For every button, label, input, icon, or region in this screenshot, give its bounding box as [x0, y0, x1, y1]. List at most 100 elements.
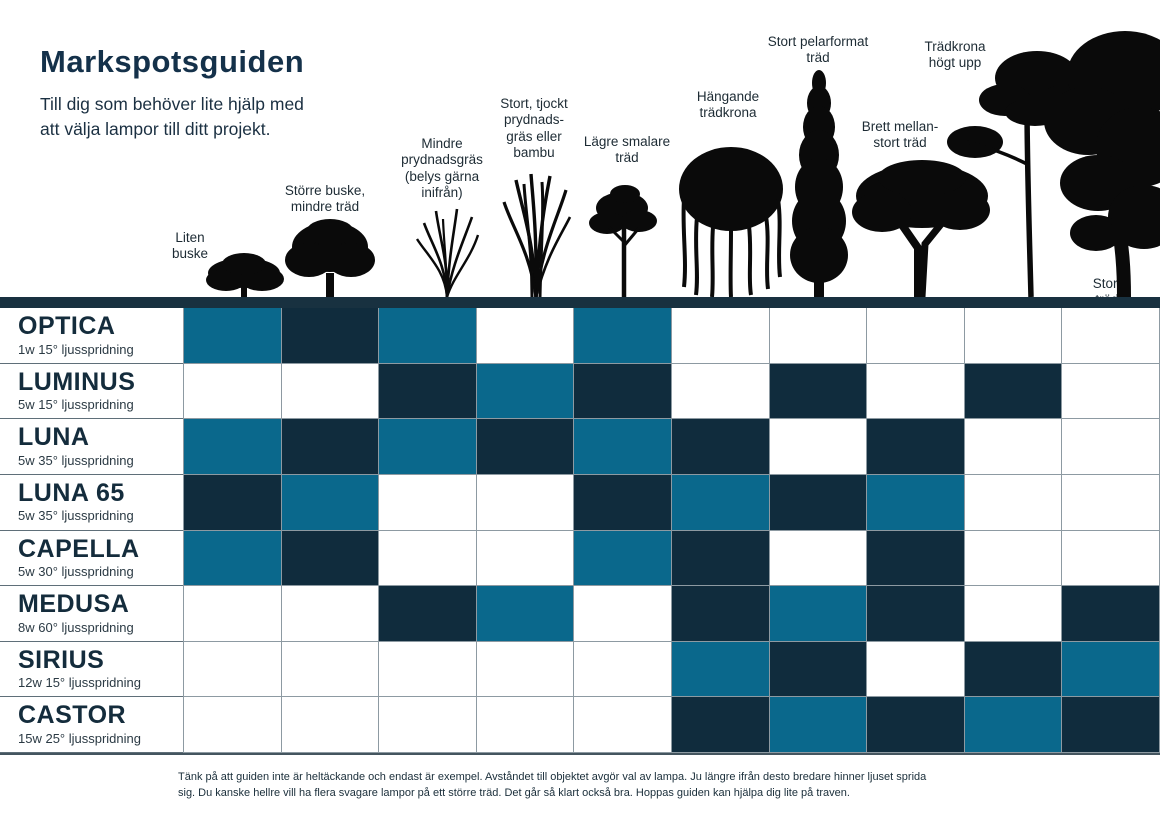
matrix-cell: [867, 308, 965, 364]
matrix-cell: [671, 641, 770, 698]
weeping-tree-icon: [672, 137, 790, 297]
matrix-cell: [183, 697, 282, 753]
matrix-grid: OPTICA 1w 15° ljusspridning LUMINUS 5w 15° …: [0, 308, 1160, 755]
footer-note: Tänk på att guiden inte är heltäckande o…: [178, 771, 927, 799]
matrix-cell: [476, 697, 575, 753]
lamp-name: LUNA 65: [18, 478, 125, 507]
matrix-cell: [574, 641, 672, 698]
matrix-cell: [574, 586, 672, 642]
column-label-lagre-smalare-trad: Lägre smalare träd: [583, 134, 671, 166]
matrix-cell: [867, 641, 965, 698]
matrix-cell: [1062, 474, 1160, 531]
matrix-cell: [183, 308, 282, 364]
column-label-tradkrona-hogt-upp: Trädkrona högt upp: [924, 39, 986, 71]
matrix-cell: [281, 586, 380, 642]
column-label-hangande-tradkrona: Hängande trädkrona: [696, 89, 760, 121]
matrix-cell: [379, 363, 477, 420]
matrix-cell: [769, 419, 868, 475]
lamp-spec: 5w 15° ljusspridning: [18, 397, 134, 413]
matrix-cell: [281, 419, 380, 475]
matrix-cell: [1062, 308, 1160, 364]
matrix-cell: [769, 308, 868, 364]
broad-medium-tree-icon: [852, 152, 992, 297]
matrix-cell: [379, 474, 477, 531]
lamp-spec: 15w 25° ljusspridning: [18, 730, 141, 746]
matrix-cell: [964, 419, 1063, 475]
matrix-cell: [964, 474, 1063, 531]
matrix-cell: [867, 586, 965, 642]
matrix-cell: [183, 363, 282, 420]
lamp-name: MEDUSA: [18, 590, 130, 619]
matrix-cell: [476, 363, 575, 420]
small-bush-icon: [202, 247, 287, 297]
column-label-liten-buske: Liten buske: [171, 230, 209, 262]
lamp-name: LUNA: [18, 423, 90, 452]
column-label-stort-pelarformat: Stort pelarformat träd: [767, 34, 869, 66]
matrix-cell: [867, 530, 965, 587]
matrix-cell: [1062, 641, 1160, 698]
matrix-cell: [769, 586, 868, 642]
matrix-cell: [379, 697, 477, 753]
table-row: CASTOR 15w 25° ljusspridning: [0, 697, 1160, 753]
matrix-cell: [281, 641, 380, 698]
matrix-cell: [964, 308, 1063, 364]
row-label-optica: OPTICA 1w 15° ljusspridning: [0, 308, 183, 364]
large-bush-small-tree-icon: [283, 217, 378, 297]
table-row: CAPELLA 5w 30° ljusspridning: [0, 530, 1160, 587]
matrix-cell: [183, 586, 282, 642]
lamp-spec: 8w 60° ljusspridning: [18, 619, 134, 635]
matrix-cell: [867, 474, 965, 531]
table-row: LUNA 5w 35° ljusspridning: [0, 419, 1160, 475]
matrix-cell: [281, 308, 380, 364]
matrix-cell: [183, 419, 282, 475]
matrix-cell: [964, 530, 1063, 587]
matrix-cell: [1062, 419, 1160, 475]
page-subtitle: Till dig som behöver lite hjälp med att …: [40, 94, 304, 140]
matrix-cell: [671, 474, 770, 531]
column-label-mindre-prydnadsgras: Mindre prydnadsgräs (belys gärna inifrån…: [401, 136, 483, 201]
lamp-spec: 5w 35° ljusspridning: [18, 508, 134, 524]
row-label-medusa: MEDUSA 8w 60° ljusspridning: [0, 586, 183, 642]
matrix-cell: [671, 363, 770, 420]
column-label-brett-mellanstort: Brett mellan- stort träd: [861, 119, 939, 151]
matrix-cell: [671, 697, 770, 753]
matrix-cell: [183, 530, 282, 587]
lamp-spec: 5w 35° ljusspridning: [18, 452, 134, 468]
matrix-cell: [671, 530, 770, 587]
matrix-cell: [379, 641, 477, 698]
matrix-cell: [964, 586, 1063, 642]
matrix-cell: [671, 308, 770, 364]
matrix-cell: [867, 697, 965, 753]
matrix-cell: [281, 530, 380, 587]
matrix-cell: [281, 474, 380, 531]
table-row: LUMINUS 5w 15° ljusspridning: [0, 363, 1160, 420]
lamp-name: SIRIUS: [18, 645, 105, 674]
column-label-storre-buske: Större buske, mindre träd: [284, 183, 366, 215]
page-title: Markspotsguiden: [40, 44, 305, 79]
header-divider-bar: [0, 297, 1160, 308]
matrix-cell: [769, 363, 868, 420]
matrix-cell: [476, 308, 575, 364]
table-row: OPTICA 1w 15° ljusspridning: [0, 308, 1160, 364]
matrix-cell: [379, 308, 477, 364]
lamp-spec: 5w 30° ljusspridning: [18, 564, 134, 579]
small-ornamental-grass-icon: [412, 205, 482, 297]
matrix-cell: [183, 474, 282, 531]
matrix-cell: [1062, 530, 1160, 587]
matrix-cell: [1062, 697, 1160, 753]
matrix-cell: [1062, 363, 1160, 420]
column-label-stort-prydnadsgras: Stort, tjockt prydnads- gräs eller bambu: [500, 96, 568, 161]
matrix-cell: [574, 308, 672, 364]
matrix-cell: [379, 530, 477, 587]
matrix-cell: [574, 697, 672, 753]
matrix-cell: [476, 474, 575, 531]
matrix-cell: [281, 697, 380, 753]
row-label-luminus: LUMINUS 5w 15° ljusspridning: [0, 363, 183, 420]
matrix-cell: [574, 419, 672, 475]
lamp-spec: 12w 15° ljusspridning: [18, 675, 141, 691]
matrix-cell: [671, 419, 770, 475]
large-tree-icon: [1040, 27, 1160, 297]
lamp-name: CASTOR: [18, 701, 127, 730]
matrix-cell: [964, 641, 1063, 698]
